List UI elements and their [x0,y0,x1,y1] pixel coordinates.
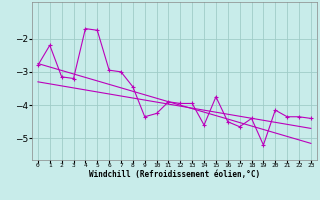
X-axis label: Windchill (Refroidissement éolien,°C): Windchill (Refroidissement éolien,°C) [89,170,260,179]
